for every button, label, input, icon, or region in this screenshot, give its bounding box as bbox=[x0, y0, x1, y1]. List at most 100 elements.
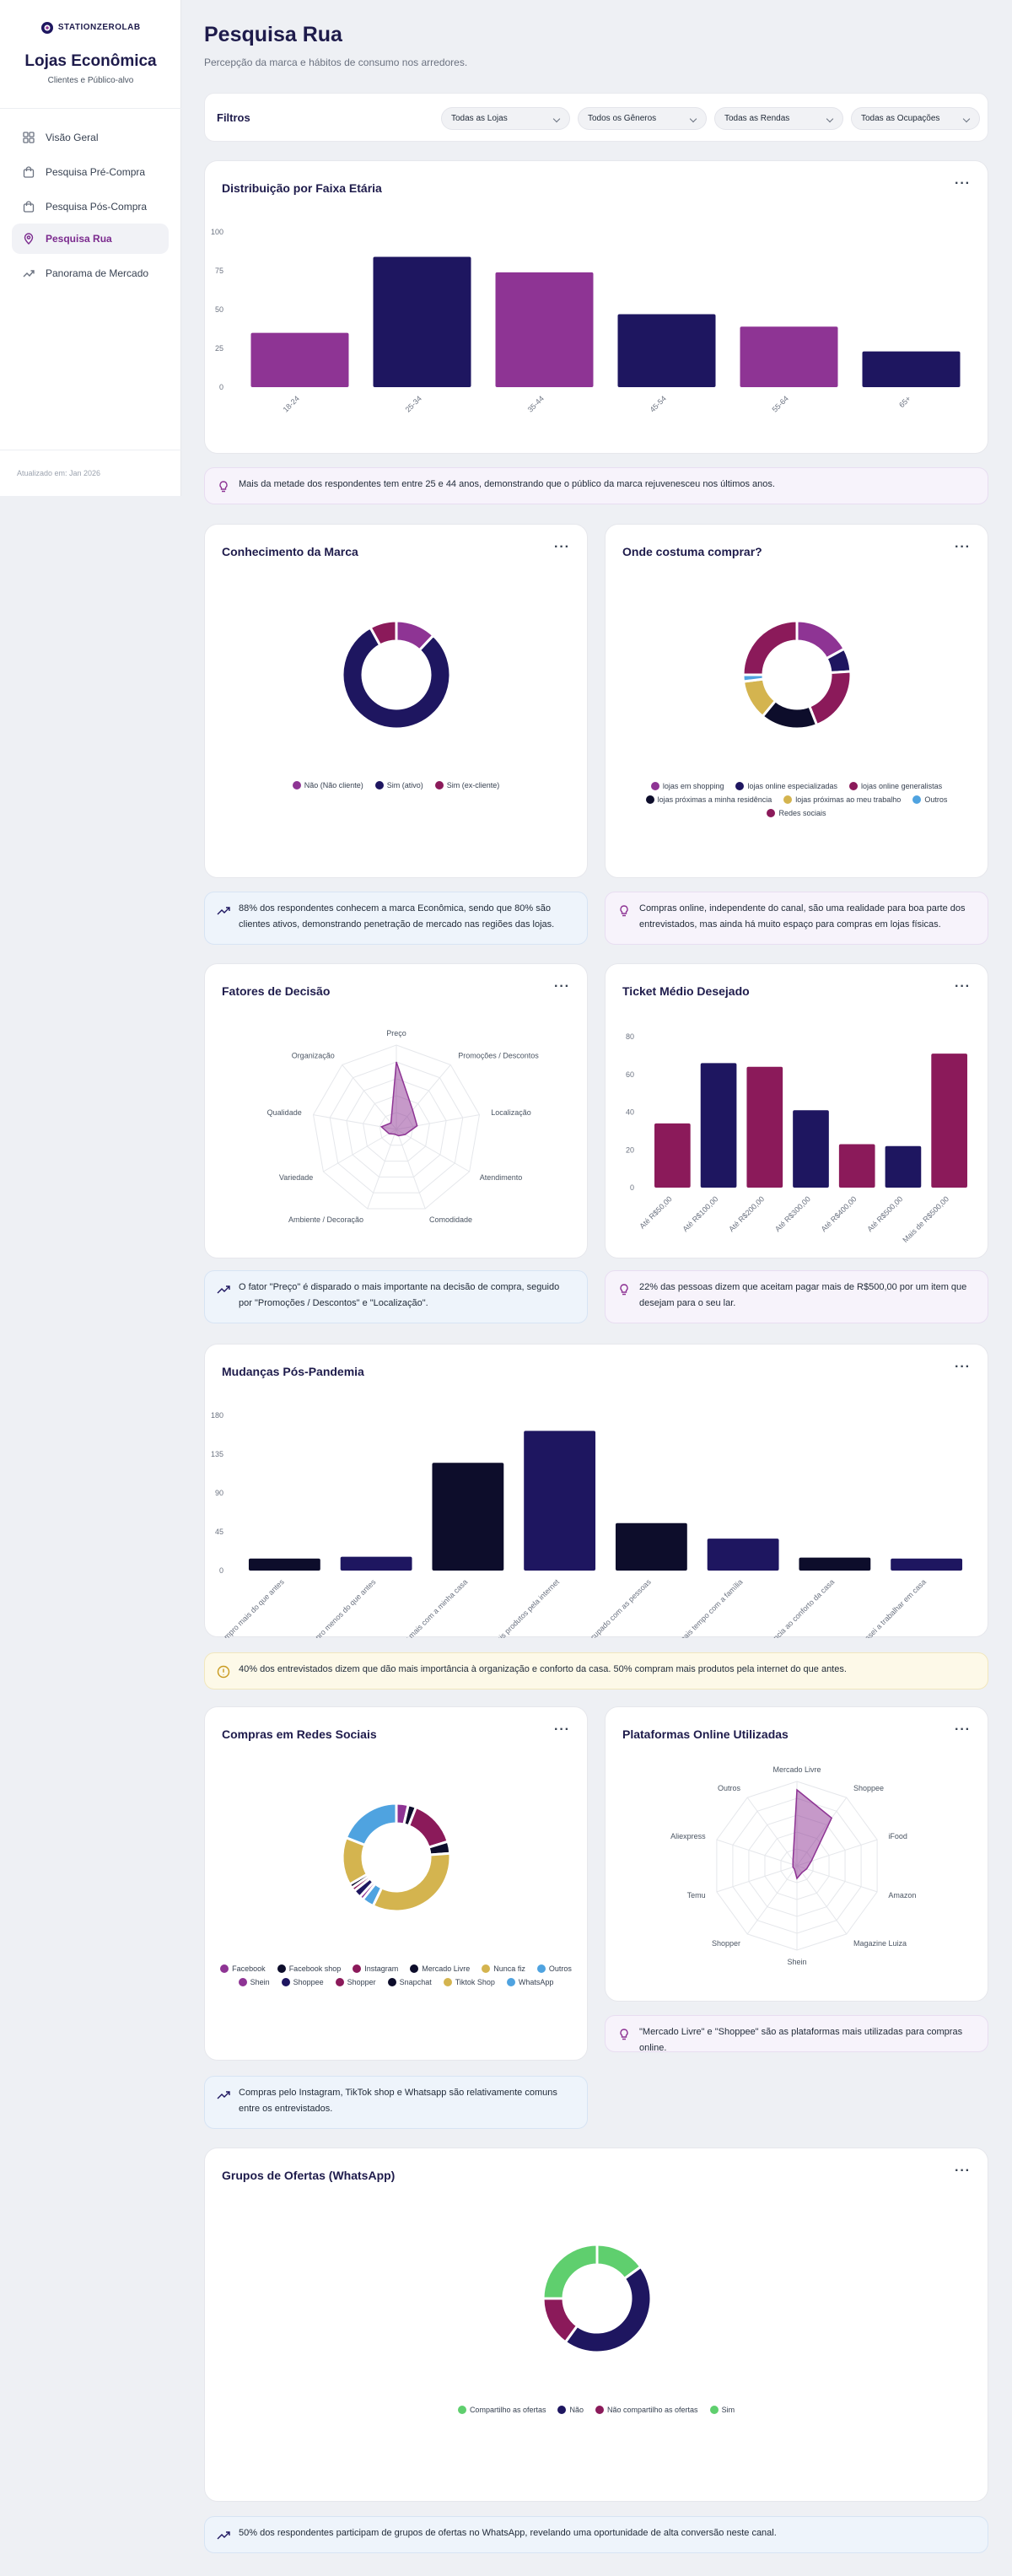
legend-swatch bbox=[506, 1978, 515, 1986]
legend-item[interactable]: lojas online generalistas bbox=[849, 782, 942, 790]
radar-axis-label: Shopper bbox=[712, 1939, 740, 1948]
legend-item[interactable]: Shein bbox=[238, 1978, 270, 1986]
donut-slice bbox=[541, 2243, 599, 2300]
x-tick-label: 18-24 bbox=[282, 394, 301, 413]
legend-item[interactable]: Não bbox=[557, 2406, 584, 2414]
sidebar-item-pesquisa-rua[interactable]: Pesquisa Rua bbox=[12, 224, 169, 254]
occupation-select[interactable]: Todas as Ocupações bbox=[851, 107, 980, 130]
legend-swatch bbox=[849, 782, 859, 790]
card-title: Conhecimento da Marca bbox=[222, 545, 358, 558]
platforms-card: Plataformas Online Utilizadas ··· Mercad… bbox=[605, 1706, 988, 2002]
legend-item[interactable]: Instagram bbox=[353, 1964, 398, 1973]
card-title: Mudanças Pós-Pandemia bbox=[222, 1365, 364, 1378]
social-insight: Compras pelo Instagram, TikTok shop e Wh… bbox=[204, 2076, 588, 2129]
income-select[interactable]: Todas as Rendas bbox=[714, 107, 843, 130]
legend-item[interactable]: Outros bbox=[536, 1964, 572, 1973]
legend-label: lojas próximas a minha residência bbox=[657, 795, 772, 804]
factors-card: Fatores de Decisão ··· Preço Promoções / … bbox=[204, 963, 588, 1258]
radar-axis bbox=[716, 1865, 798, 1893]
chevron-down-icon bbox=[962, 115, 971, 123]
y-tick-label: 50 bbox=[215, 305, 223, 314]
legend-swatch bbox=[434, 781, 444, 790]
legend-swatch bbox=[387, 1978, 396, 1986]
x-tick-label: Até R$400,00 bbox=[820, 1194, 859, 1233]
insight-text: Mais da metade dos respondentes tem entr… bbox=[239, 479, 775, 489]
select-value: Todas as Ocupações bbox=[861, 114, 940, 123]
legend-label: Outros bbox=[924, 795, 948, 804]
card-title: Onde costuma comprar? bbox=[622, 545, 762, 558]
radar-grid bbox=[329, 1061, 464, 1194]
legend-item[interactable]: lojas online especializadas bbox=[735, 782, 837, 790]
x-tick-label: 25-34 bbox=[404, 394, 423, 413]
insight-text: Compras pelo Instagram, TikTok shop e Wh… bbox=[239, 2088, 557, 2114]
radar-axis bbox=[396, 1129, 426, 1210]
more-options-icon[interactable]: ··· bbox=[955, 979, 971, 994]
radar-axis bbox=[323, 1129, 397, 1172]
x-tick-label: Ando mais preocupado com as pessoas bbox=[552, 1577, 654, 1638]
legend-item[interactable]: lojas próximas a minha residência bbox=[645, 795, 772, 804]
legend-item[interactable]: Redes sociais bbox=[767, 809, 826, 817]
sidebar-item-pos-compra[interactable]: Pesquisa Pós-Compra bbox=[12, 191, 169, 222]
trending-up-icon bbox=[217, 2531, 230, 2540]
sidebar-item-pre-compra[interactable]: Pesquisa Pré-Compra bbox=[12, 157, 169, 187]
more-options-icon[interactable]: ··· bbox=[955, 1722, 971, 1737]
legend-item[interactable]: Outros bbox=[912, 795, 947, 804]
legend-item[interactable]: Sim bbox=[709, 2406, 735, 2414]
alert-circle-icon bbox=[217, 1665, 230, 1679]
more-options-icon[interactable]: ··· bbox=[955, 540, 971, 554]
brand-insight: 88% dos respondentes conhecem a marca Ec… bbox=[204, 892, 588, 945]
legend-item[interactable]: lojas em shopping bbox=[650, 782, 724, 790]
legend-item[interactable]: lojas próximas ao meu trabalho bbox=[783, 795, 901, 804]
radar-axis bbox=[746, 1797, 798, 1867]
more-options-icon[interactable]: ··· bbox=[554, 1722, 570, 1737]
more-options-icon[interactable]: ··· bbox=[955, 2164, 971, 2178]
legend-item[interactable]: Snapchat bbox=[387, 1978, 432, 1986]
sidebar-item-visao-geral[interactable]: Visão Geral bbox=[12, 122, 169, 153]
radar-axis-label: Aliexpress bbox=[670, 1832, 706, 1840]
more-options-icon[interactable]: ··· bbox=[955, 1360, 971, 1374]
legend-label: Não (Não cliente) bbox=[304, 781, 363, 790]
where-card: Onde costuma comprar? ··· lojas em shopp… bbox=[605, 524, 988, 878]
x-tick-label: 65+ bbox=[897, 394, 912, 409]
platforms-insight: "Mercado Livre" e "Shoppee" são as plata… bbox=[605, 2015, 988, 2053]
legend-item[interactable]: Facebook shop bbox=[277, 1964, 341, 1973]
legend-item[interactable]: Não (Não cliente) bbox=[292, 781, 363, 790]
bar bbox=[373, 256, 471, 387]
insight-text: "Mercado Livre" e "Shoppee" são as plata… bbox=[639, 2027, 963, 2053]
donut-slice bbox=[344, 1802, 398, 1847]
legend-item[interactable]: Facebook bbox=[220, 1964, 266, 1973]
legend-swatch bbox=[735, 782, 745, 790]
x-tick-label: Até R$300,00 bbox=[773, 1194, 812, 1233]
legend-item[interactable]: Compartilho as ofertas bbox=[457, 2406, 546, 2414]
legend-item[interactable]: Shoppee bbox=[281, 1978, 324, 1986]
legend-item[interactable]: Tiktok Shop bbox=[443, 1978, 495, 1986]
legend-item[interactable]: Sim (ativo) bbox=[374, 781, 423, 790]
sidebar-item-panorama[interactable]: Panorama de Mercado bbox=[12, 258, 169, 288]
bar bbox=[862, 351, 961, 387]
lightbulb-icon bbox=[219, 481, 228, 493]
legend-item[interactable]: Nunca fiz bbox=[482, 1964, 525, 1973]
filters-label: Filtros bbox=[217, 111, 250, 124]
trending-up-icon bbox=[217, 1285, 230, 1294]
ticket-bar-chart: 0 20 40 60 80 Até R$50,00 Até R$100,00 Até R$20… bbox=[626, 1032, 967, 1244]
legend-item[interactable]: Não compartilho as ofertas bbox=[595, 2406, 698, 2414]
grid-icon bbox=[22, 132, 35, 144]
bar bbox=[524, 1431, 596, 1571]
gender-select[interactable]: Todos os Gêneros bbox=[578, 107, 707, 130]
x-tick-label: Compro mais produtos pela internet bbox=[470, 1577, 562, 1638]
more-options-icon[interactable]: ··· bbox=[955, 176, 971, 191]
more-options-icon[interactable]: ··· bbox=[554, 979, 570, 994]
radar-axis-label: Amazon bbox=[888, 1891, 916, 1900]
legend-item[interactable]: Mercado Livre bbox=[410, 1964, 470, 1973]
more-options-icon[interactable]: ··· bbox=[554, 540, 570, 554]
legend-item[interactable]: WhatsApp bbox=[506, 1978, 553, 1986]
legend-item[interactable]: Shopper bbox=[335, 1978, 376, 1986]
store-select[interactable]: Todas as Lojas bbox=[441, 107, 570, 130]
y-tick-label: 20 bbox=[626, 1145, 634, 1154]
page-subtitle: Percepção da marca e hábitos de consumo … bbox=[204, 57, 468, 68]
bar bbox=[495, 272, 594, 387]
ticket-card: Ticket Médio Desejado ··· 0 20 40 60 80 Até R… bbox=[605, 963, 988, 1258]
legend-item[interactable]: Sim (ex-cliente) bbox=[434, 781, 499, 790]
bar bbox=[746, 1066, 783, 1188]
sidebar-item-label: Panorama de Mercado bbox=[46, 267, 149, 279]
